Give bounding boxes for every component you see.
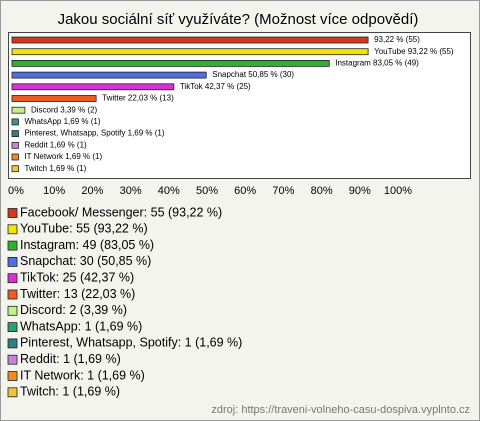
legend-swatch — [7, 322, 18, 333]
bar — [11, 106, 26, 114]
data-label: Reddit 1,69 % (1) — [24, 140, 87, 149]
legend-label: Twitter: 13 (22,03 %) — [20, 287, 135, 301]
bar — [11, 118, 19, 126]
legend-swatch — [7, 273, 18, 284]
legend-label: Snapchat: 30 (50,85 %) — [20, 254, 151, 268]
x-tick-label: 30% — [120, 185, 142, 197]
legend-swatch — [7, 371, 18, 381]
legend-swatch — [7, 354, 18, 365]
legend-swatch — [7, 338, 18, 349]
data-label: IT Network 1,69 % (1) — [24, 152, 102, 161]
data-label: Instagram 83,05 % (49) — [335, 59, 419, 68]
data-label: WhatsApp 1,69 % (1) — [24, 117, 100, 126]
legend-label: Reddit: 1 (1,69 %) — [20, 352, 121, 366]
data-label: TikTok 42,37 % (25) — [180, 82, 251, 91]
bar — [11, 83, 175, 91]
legend-label: WhatsApp: 1 (1,69 %) — [20, 319, 142, 333]
x-tick-label: 10% — [43, 185, 65, 197]
data-label: 93,22 % (55) — [374, 35, 420, 44]
legend-swatch — [7, 208, 18, 218]
x-tick-label: 80% — [311, 185, 333, 197]
legend-label: Facebook/ Messenger: 55 (93,22 %) — [20, 205, 222, 219]
data-label: Twitch 1,69 % (1) — [24, 164, 86, 173]
bar — [11, 36, 369, 44]
x-tick-label: 0% — [8, 185, 24, 197]
legend-swatch — [7, 240, 18, 251]
bar — [11, 60, 330, 67]
x-tick-label: 50% — [196, 185, 218, 197]
legend-label: Discord: 2 (3,39 %) — [20, 303, 127, 317]
bar — [11, 141, 19, 149]
x-tick-label: 70% — [272, 185, 294, 197]
x-tick-label: 40% — [158, 185, 180, 197]
x-tick-label: 60% — [234, 185, 256, 197]
legend-swatch — [7, 256, 18, 267]
data-label: YouTube 93,22 % (55) — [374, 47, 454, 56]
legend-label: Instagram: 49 (83,05 %) — [20, 238, 154, 252]
plot-area — [8, 32, 471, 179]
legend-swatch — [7, 387, 18, 398]
x-tick-label: 20% — [81, 185, 103, 197]
data-label: Pinterest, Whatsapp, Spotify 1,69 % (1) — [24, 129, 164, 138]
legend-label: Pinterest, Whatsapp, Spotify: 1 (1,69 %) — [20, 336, 242, 350]
legend-label: TikTok: 25 (42,37 %) — [20, 270, 134, 284]
legend-label: IT Network: 1 (1,69 %) — [20, 368, 145, 382]
legend-swatch — [7, 305, 18, 316]
source: zdroj: https://traveni-volneho-casu-dosp… — [211, 404, 470, 416]
legend-swatch — [7, 289, 18, 300]
data-label: Twitter 22,03 % (13) — [102, 94, 174, 103]
legend-label: YouTube: 55 (93,22 %) — [20, 222, 148, 236]
x-tick-label: 90% — [349, 185, 371, 197]
bar — [11, 153, 19, 161]
bar — [11, 71, 207, 79]
data-label: Discord 3,39 % (2) — [31, 105, 98, 114]
chart-title: Jakou sociální síť využíváte? (Možnost v… — [58, 11, 419, 28]
bar — [11, 95, 97, 102]
data-label: Snapchat 50,85 % (30) — [212, 70, 294, 79]
bar — [11, 48, 369, 56]
legend-label: Twitch: 1 (1,69 %) — [20, 385, 120, 399]
bar — [11, 130, 19, 138]
x-tick-label: 100% — [384, 185, 412, 197]
legend-swatch — [7, 224, 18, 235]
bar — [11, 165, 19, 173]
